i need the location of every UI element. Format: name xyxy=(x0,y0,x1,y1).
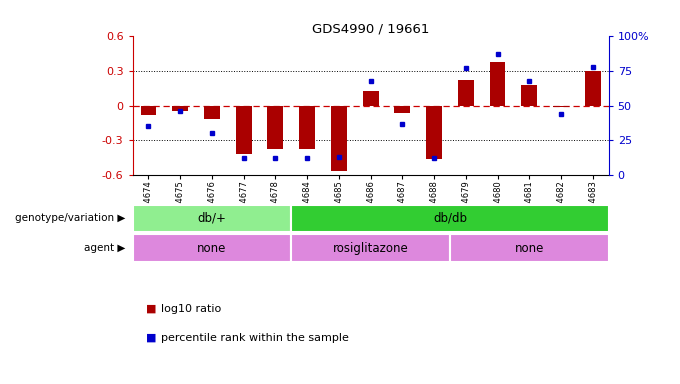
Text: ■: ■ xyxy=(146,333,156,343)
Text: none: none xyxy=(197,242,226,255)
Bar xyxy=(522,85,537,106)
Bar xyxy=(553,106,569,107)
Bar xyxy=(394,106,410,113)
Text: percentile rank within the sample: percentile rank within the sample xyxy=(161,333,349,343)
Text: db/+: db/+ xyxy=(197,212,226,225)
Bar xyxy=(426,106,442,159)
Bar xyxy=(204,106,220,119)
Text: agent ▶: agent ▶ xyxy=(84,243,126,253)
Title: GDS4990 / 19661: GDS4990 / 19661 xyxy=(312,22,429,35)
Bar xyxy=(331,106,347,171)
Text: log10 ratio: log10 ratio xyxy=(161,304,222,314)
Text: genotype/variation ▶: genotype/variation ▶ xyxy=(16,214,126,223)
Text: rosiglitazone: rosiglitazone xyxy=(333,242,409,255)
Text: db/db: db/db xyxy=(433,212,467,225)
Bar xyxy=(490,62,505,106)
Bar xyxy=(172,106,188,111)
Bar xyxy=(267,106,284,149)
Bar xyxy=(141,106,156,115)
Bar xyxy=(585,71,600,106)
Bar xyxy=(458,80,474,106)
Bar xyxy=(299,106,315,149)
Text: ■: ■ xyxy=(146,304,156,314)
Bar xyxy=(362,91,379,106)
Text: none: none xyxy=(515,242,544,255)
Bar xyxy=(236,106,252,154)
